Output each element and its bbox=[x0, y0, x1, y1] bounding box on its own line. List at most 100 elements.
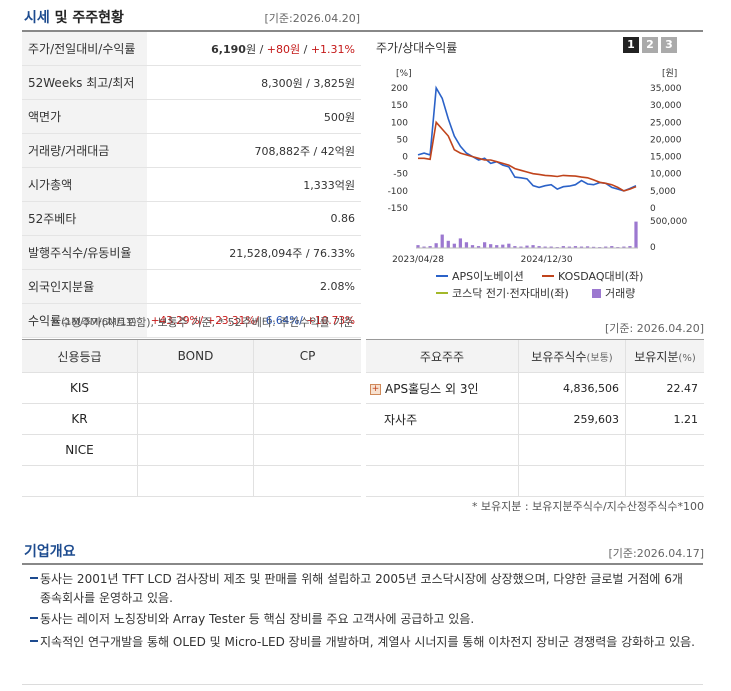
right-tick-label: 10,000 bbox=[650, 170, 682, 180]
chart-page-2[interactable]: 2 bbox=[642, 37, 658, 53]
price-value: 6,190원 / +80원 / +1.31% bbox=[147, 32, 361, 66]
value-marketcap: 1,333억원 bbox=[147, 167, 361, 202]
left-tick-label: 50 bbox=[397, 135, 409, 145]
overview-text: 동사는 2001년 TFT LCD 검사장비 제조 및 판매를 위해 설립하고 … bbox=[40, 572, 683, 605]
expand-icon[interactable]: + bbox=[370, 383, 381, 395]
overview-title: 기업개요 bbox=[24, 544, 76, 560]
left-tick-label: -150 bbox=[388, 204, 409, 214]
return-1y: +10.73% bbox=[306, 314, 355, 327]
credit-row: KIS bbox=[22, 372, 361, 404]
holder-row-empty bbox=[366, 434, 704, 466]
row-price: 주가/전일대비/수익률 6,190원 / +80원 / +1.31% bbox=[22, 32, 361, 66]
chart-page-3[interactable]: 3 bbox=[661, 37, 677, 53]
volume-bar bbox=[634, 221, 638, 248]
credit-agency: NICE bbox=[22, 434, 138, 466]
volume-bar bbox=[591, 246, 596, 248]
volume-bar bbox=[567, 246, 572, 248]
volume-bar bbox=[446, 240, 450, 248]
header-asof: [기준:2026.04.20] bbox=[264, 12, 360, 25]
credit-header-grade: 신용등급 bbox=[22, 340, 138, 373]
overview-asof: [기준:2026.04.17] bbox=[608, 547, 704, 560]
holder-name[interactable]: APS홀딩스 외 3인 bbox=[385, 381, 479, 396]
volume-bar bbox=[604, 246, 608, 248]
volume-bar bbox=[470, 245, 475, 248]
right-tick-label: 25,000 bbox=[650, 118, 682, 128]
right-unit-label: [원] bbox=[662, 68, 677, 79]
return-3m: +23.31%/ bbox=[206, 314, 259, 327]
row-beta: 52주베타 0.86 bbox=[22, 201, 361, 236]
value-foreign: 2.08% bbox=[147, 269, 361, 304]
volume-tick-label: 0 bbox=[650, 243, 656, 253]
bottom-rule bbox=[22, 684, 703, 685]
holder-name: 자사주 bbox=[366, 403, 519, 435]
credit-cp bbox=[253, 372, 361, 404]
chart-page-1[interactable]: 1 bbox=[623, 37, 639, 53]
holders-note: * 보유지분 : 보유지분주식수/지수산정주식수*100 bbox=[471, 500, 704, 513]
volume-bar bbox=[440, 234, 444, 248]
legend-label: KOSDAQ대비(좌) bbox=[558, 270, 643, 283]
overview-rule bbox=[22, 563, 703, 565]
volume-bar bbox=[610, 246, 614, 248]
row-foreign: 외국인지분율 2.08% bbox=[22, 269, 361, 304]
value-par: 500원 bbox=[147, 99, 361, 134]
left-tick-label: 200 bbox=[391, 84, 408, 94]
holders-header-pct-sub: (%) bbox=[678, 352, 696, 364]
volume-bar bbox=[452, 243, 456, 248]
volume-bar bbox=[507, 243, 511, 248]
credit-header-cp: CP bbox=[253, 340, 361, 373]
holder-name-cell: + APS홀딩스 외 3인 bbox=[366, 372, 519, 404]
holder-row: + APS홀딩스 외 3인 4,836,506 22.47 bbox=[366, 372, 704, 404]
return-6m: -6.64%/ bbox=[262, 314, 303, 327]
top-rule bbox=[22, 30, 703, 32]
left-tick-label: 150 bbox=[391, 101, 408, 111]
volume-bar bbox=[513, 246, 517, 248]
volume-bar bbox=[416, 245, 420, 248]
volume-bar bbox=[549, 246, 553, 248]
label-beta: 52주베타 bbox=[22, 201, 147, 236]
x-tick-label: 2023/04/28 bbox=[392, 255, 444, 265]
current-price: 6,190 bbox=[211, 42, 246, 56]
section-title: 시세 및 주주현황 bbox=[24, 7, 124, 27]
right-tick-label: 0 bbox=[650, 204, 656, 214]
right-tick-label: 35,000 bbox=[650, 84, 682, 94]
holder-row-empty bbox=[366, 465, 704, 497]
holders-header-shares-sub: (보통) bbox=[586, 352, 613, 364]
holders-header-shares: 보유주식수(보통) bbox=[518, 340, 626, 373]
credit-bond bbox=[137, 434, 254, 466]
volume-bar bbox=[422, 246, 426, 248]
label-52w: 52Weeks 최고/최저 bbox=[22, 65, 147, 100]
legend-label: 거래량 bbox=[605, 287, 635, 300]
chart-asof: [기준: 2026.04.20] bbox=[604, 322, 704, 335]
volume-bar bbox=[482, 242, 487, 248]
holder-row: 자사주 259,603 1.21 bbox=[366, 403, 704, 435]
volume-bar bbox=[585, 246, 590, 248]
bullet-icon bbox=[30, 617, 38, 619]
chart-title: 주가/상대수익률 bbox=[376, 41, 458, 55]
row-52w: 52Weeks 최고/최저 8,300원 / 3,825원 bbox=[22, 65, 361, 100]
volume-bar bbox=[579, 246, 584, 248]
credit-agency: KR bbox=[22, 403, 138, 435]
credit-top-rule bbox=[22, 339, 361, 340]
holders-top-rule bbox=[366, 339, 704, 340]
label-returns: 수익률(1M/3M/6M/1Y) bbox=[22, 303, 147, 338]
holder-pct: 22.47 bbox=[625, 372, 704, 404]
right-tick-label: 20,000 bbox=[650, 135, 682, 145]
value-52w: 8,300원 / 3,825원 bbox=[147, 65, 361, 100]
volume-bar bbox=[537, 246, 541, 248]
overview-text: 동사는 레이저 노칭장비와 Array Tester 등 핵심 장비를 주요 고… bbox=[40, 612, 475, 626]
credit-row: NICE bbox=[22, 434, 361, 466]
right-tick-label: 5,000 bbox=[650, 187, 676, 197]
row-shares: 발행주식수/유동비율 21,528,094주 / 76.33% bbox=[22, 235, 361, 270]
price-rate: +1.31% bbox=[310, 42, 355, 56]
holders-header-pct: 보유지분(%) bbox=[625, 340, 704, 373]
volume-bar bbox=[561, 246, 565, 248]
volume-bar bbox=[489, 244, 493, 248]
price-chart: [%] [원] 200 150 100 50 0 -50 -100 -150 35,000 30,00… bbox=[388, 68, 688, 300]
bullet-icon bbox=[30, 577, 38, 579]
row-par: 액면가 500원 bbox=[22, 99, 361, 134]
row-marketcap: 시가총액 1,333억원 bbox=[22, 167, 361, 202]
right-tick-label: 15,000 bbox=[650, 153, 682, 163]
returns-label: 수익률 bbox=[28, 314, 62, 328]
price-label: 주가/전일대비/수익률 bbox=[22, 32, 147, 66]
